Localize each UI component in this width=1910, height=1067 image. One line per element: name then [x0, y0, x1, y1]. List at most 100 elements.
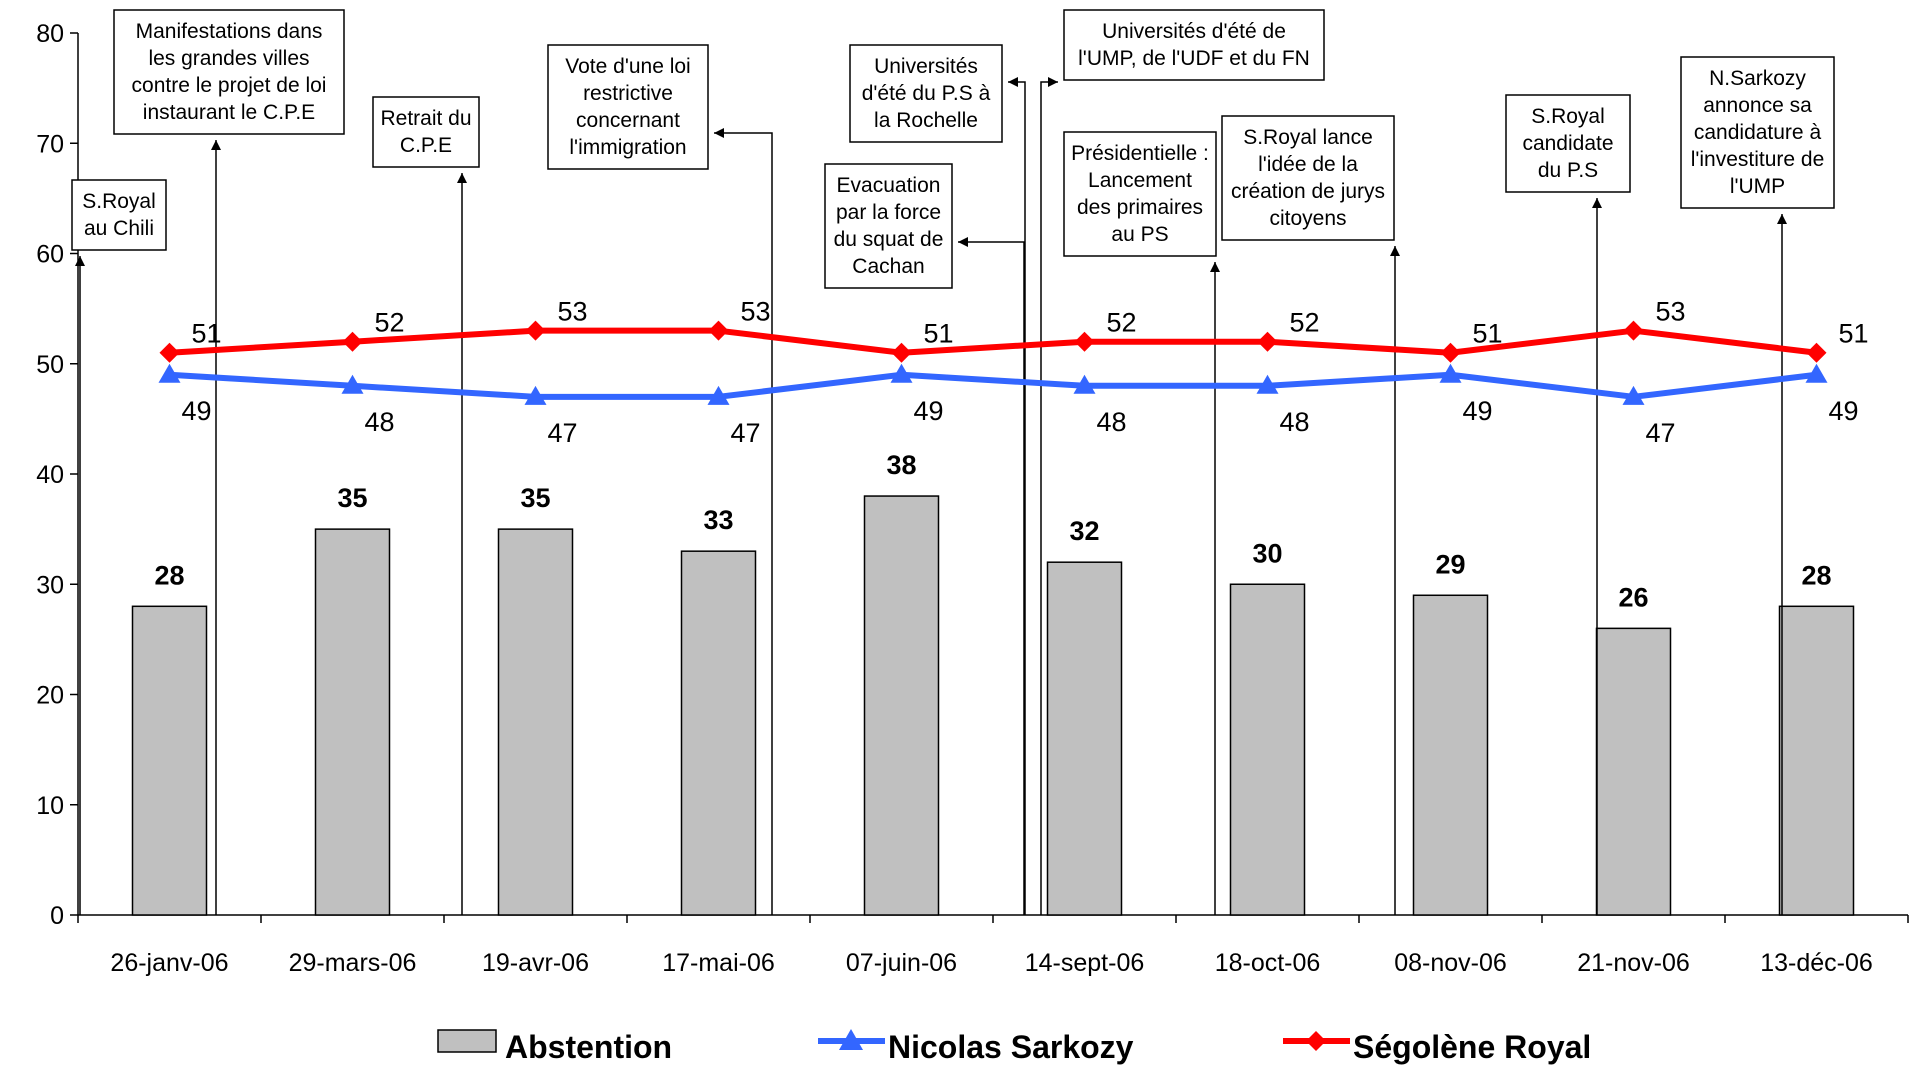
series-lines [158, 320, 1828, 405]
annotation-arrow [714, 128, 773, 915]
abstention-value-label: 28 [154, 560, 184, 590]
annotation: Présidentielle : Lancement des primaires au… [1063, 131, 1220, 915]
annotation: Evacuation par la force du squat de Cachan [824, 163, 1025, 915]
annotation: S.Royal candidate du P.S [1505, 94, 1631, 915]
royal-point [342, 331, 363, 352]
annotation-text: Présidentielle : [1071, 142, 1209, 165]
abstention-bar [131, 605, 208, 916]
sarkozy-value-label: 49 [1829, 396, 1859, 426]
royal-point [1623, 320, 1644, 341]
sarkozy-point [890, 363, 913, 383]
royal-point [525, 320, 546, 341]
annotation-text: Manifestations dans [136, 20, 323, 43]
x-tick-label: 18-oct-06 [1215, 949, 1321, 977]
royal-value-label: 52 [1290, 308, 1320, 338]
x-tick-label: 14-sept-06 [1025, 949, 1145, 977]
sarkozy-value-label: 47 [548, 418, 578, 448]
y-tick-label: 30 [36, 571, 64, 599]
annotation-text: S.Royal [1531, 105, 1605, 128]
abstention-value-label: 38 [886, 450, 916, 480]
royal-point [1074, 331, 1095, 352]
royal-line [169, 327, 1817, 356]
y-tick-label: 0 [50, 902, 64, 930]
abstention-value-label: 30 [1252, 538, 1282, 568]
axes: 0 10 20 30 40 50 60 70 80 26-janv-06 29-mars-06 19-… [36, 20, 1909, 977]
annotation-arrow [1040, 77, 1058, 915]
annotation-text: au Chili [84, 217, 154, 240]
sarkozy-point [524, 385, 547, 405]
annotation-box [1680, 56, 1835, 209]
sarkozy-value-label: 48 [1280, 407, 1310, 437]
y-tick-label: 40 [36, 461, 64, 489]
annotation-text: concernant [576, 109, 680, 132]
abstention-bar [1412, 594, 1489, 916]
royal-value-label: 51 [1473, 319, 1503, 349]
y-tick-label: 60 [36, 241, 64, 269]
abstention-value-label: 35 [520, 483, 550, 513]
abstention-bars [131, 495, 1855, 916]
sarkozy-point [1439, 363, 1462, 383]
annotation-box [849, 44, 1003, 143]
x-tick-label: 26-janv-06 [110, 949, 228, 977]
annotation-text: candidate [1522, 132, 1613, 155]
annotation-text: au PS [1111, 223, 1168, 246]
sarkozy-point [707, 385, 730, 405]
x-tick-label: 08-nov-06 [1394, 949, 1507, 977]
abstention-value-label: 33 [703, 505, 733, 535]
annotation: Manifestations dans les grandes villes con… [113, 9, 345, 915]
annotation-text: des primaires [1077, 196, 1203, 219]
royal-value-label: 51 [924, 319, 954, 349]
legend-marker-royal [1306, 1031, 1326, 1051]
y-tick-label: 70 [36, 130, 64, 158]
y-tick-label: 50 [36, 351, 64, 379]
legend: Abstention Nicolas Sarkozy Ségolène Royal [437, 1029, 1591, 1065]
annotation-text: l'idée de la [1258, 153, 1358, 176]
royal-point [708, 320, 729, 341]
sarkozy-value-label: 47 [1646, 418, 1676, 448]
sarkozy-value-label: 48 [1097, 407, 1127, 437]
annotation-text: Vote d'une loi [565, 55, 690, 78]
annotation: S.Royal lance l'idée de la création de jur… [1221, 115, 1400, 915]
annotation-text: l'investiture de [1691, 148, 1825, 171]
sarkozy-point [158, 363, 181, 383]
legend-label-sarkozy: Nicolas Sarkozy [888, 1029, 1134, 1065]
annotation: Retrait du C.P.E [372, 96, 480, 915]
annotation-box [1063, 9, 1325, 81]
royal-point [891, 342, 912, 363]
annotation-text: Retrait du [380, 107, 471, 130]
annotation-text: contre le projet de loi [132, 74, 327, 97]
annotation-text: par la force [836, 201, 941, 224]
annotation: S.Royal au Chili [71, 179, 167, 915]
abstention-bar [680, 550, 757, 916]
sarkozy-line [169, 371, 1817, 400]
annotation-text: instaurant le C.P.E [143, 101, 315, 124]
abstention-value-label: 32 [1069, 516, 1099, 546]
royal-point [159, 342, 180, 363]
annotation: Vote d'une loi restrictive concernant l'imm… [547, 44, 773, 915]
annotation-text: C.P.E [400, 134, 452, 157]
annotation: Universités d'été de l'UMP, de l'UDF et d… [1040, 9, 1325, 915]
abstention-bar [497, 528, 574, 916]
sarkozy-value-label: 49 [182, 396, 212, 426]
annotation-box [1221, 115, 1395, 241]
x-tick-label: 21-nov-06 [1577, 949, 1690, 977]
royal-point [1257, 331, 1278, 352]
abstention-bar [1778, 605, 1855, 916]
abstention-bar [863, 495, 940, 916]
royal-value-label: 52 [1107, 308, 1137, 338]
annotation-box [372, 96, 480, 168]
annotation: N.Sarkozy annonce sa candidature à l'invest… [1680, 56, 1835, 915]
annotation-text: Evacuation [837, 174, 941, 197]
annotation-box [547, 44, 709, 170]
annotation-text: l'UMP, de l'UDF et du FN [1078, 47, 1310, 70]
x-tick-label: 13-déc-06 [1760, 949, 1873, 977]
legend-swatch-abstention [437, 1029, 497, 1053]
annotation-text: restrictive [583, 82, 673, 105]
annotation-text: Lancement [1088, 169, 1192, 192]
abstention-value-label: 35 [337, 483, 367, 513]
sarkozy-value-label: 49 [914, 396, 944, 426]
annotation-text: Cachan [852, 255, 924, 278]
annotation-text: Universités [874, 55, 978, 78]
annotation-box [113, 9, 345, 135]
